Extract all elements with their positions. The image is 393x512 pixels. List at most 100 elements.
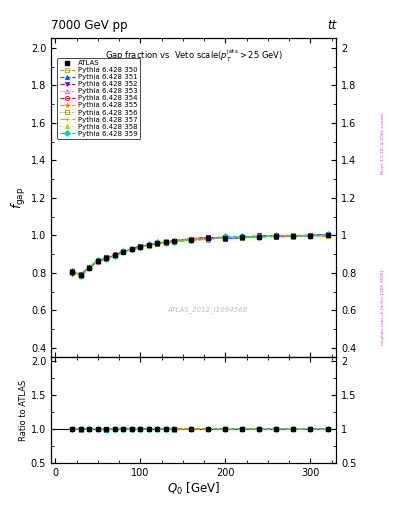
Pythia 6.428 351 — [95, 258, 100, 264]
Pythia 6.428 352 — [112, 252, 117, 259]
Pythia 6.428 352 — [147, 242, 151, 248]
Pythia 6.428 354 — [163, 240, 168, 246]
Pythia 6.428 357 — [147, 242, 151, 248]
Pythia 6.428 359 — [189, 238, 194, 244]
Pythia 6.428 356 — [206, 237, 211, 243]
Pythia 6.428 354 — [189, 236, 194, 242]
Pythia 6.428 358 — [223, 234, 228, 241]
Pythia 6.428 356 — [130, 246, 134, 252]
Pythia 6.428 354 — [79, 272, 83, 279]
Pythia 6.428 358 — [325, 232, 330, 239]
Pythia 6.428 353 — [112, 253, 117, 259]
Y-axis label: $f_\mathsf{gap}$: $f_\mathsf{gap}$ — [10, 186, 28, 209]
Pythia 6.428 354 — [70, 269, 75, 275]
Pythia 6.428 350 — [121, 249, 126, 255]
Pythia 6.428 350 — [257, 234, 262, 240]
Line: Pythia 6.428 356: Pythia 6.428 356 — [70, 232, 330, 276]
Pythia 6.428 359 — [308, 233, 313, 239]
Pythia 6.428 354 — [223, 234, 228, 241]
Pythia 6.428 356 — [121, 248, 126, 254]
Pythia 6.428 351 — [325, 231, 330, 238]
Pythia 6.428 354 — [147, 242, 151, 248]
Pythia 6.428 354 — [274, 233, 279, 239]
Pythia 6.428 351 — [87, 264, 92, 270]
Pythia 6.428 358 — [155, 240, 160, 246]
Pythia 6.428 354 — [308, 232, 313, 239]
Pythia 6.428 353 — [121, 249, 126, 255]
Pythia 6.428 353 — [291, 233, 296, 240]
Pythia 6.428 351 — [147, 242, 151, 248]
Pythia 6.428 350 — [155, 240, 160, 246]
Pythia 6.428 356 — [308, 233, 313, 239]
Pythia 6.428 359 — [274, 232, 279, 239]
Pythia 6.428 357 — [138, 244, 143, 250]
Pythia 6.428 355 — [172, 239, 177, 245]
Pythia 6.428 351 — [163, 239, 168, 245]
Pythia 6.428 355 — [87, 265, 92, 271]
Pythia 6.428 358 — [70, 269, 75, 275]
Pythia 6.428 352 — [240, 234, 245, 241]
Pythia 6.428 356 — [172, 238, 177, 244]
X-axis label: $Q_0$ [GeV]: $Q_0$ [GeV] — [167, 481, 220, 497]
Pythia 6.428 353 — [147, 241, 151, 247]
Pythia 6.428 356 — [291, 233, 296, 240]
Pythia 6.428 359 — [240, 233, 245, 240]
Text: tt: tt — [327, 19, 336, 32]
Line: Pythia 6.428 357: Pythia 6.428 357 — [70, 233, 330, 276]
Pythia 6.428 350 — [70, 268, 75, 274]
Pythia 6.428 353 — [240, 234, 245, 240]
Pythia 6.428 355 — [104, 255, 109, 261]
Line: Pythia 6.428 355: Pythia 6.428 355 — [70, 233, 330, 278]
Pythia 6.428 353 — [325, 232, 330, 239]
Pythia 6.428 351 — [138, 243, 143, 249]
Pythia 6.428 357 — [155, 239, 160, 245]
Pythia 6.428 353 — [79, 273, 83, 279]
Pythia 6.428 350 — [240, 233, 245, 240]
Pythia 6.428 355 — [138, 244, 143, 250]
Pythia 6.428 354 — [240, 234, 245, 241]
Pythia 6.428 358 — [206, 236, 211, 242]
Pythia 6.428 355 — [130, 247, 134, 253]
Pythia 6.428 350 — [206, 234, 211, 241]
Pythia 6.428 355 — [112, 252, 117, 259]
Pythia 6.428 354 — [112, 251, 117, 257]
Pythia 6.428 351 — [112, 252, 117, 258]
Pythia 6.428 355 — [79, 272, 83, 279]
Pythia 6.428 359 — [79, 272, 83, 279]
Pythia 6.428 353 — [257, 234, 262, 241]
Pythia 6.428 357 — [325, 233, 330, 239]
Pythia 6.428 358 — [130, 246, 134, 252]
Line: Pythia 6.428 359: Pythia 6.428 359 — [70, 232, 330, 278]
Legend: ATLAS, Pythia 6.428 350, Pythia 6.428 351, Pythia 6.428 352, Pythia 6.428 353, P: ATLAS, Pythia 6.428 350, Pythia 6.428 35… — [57, 58, 140, 139]
Pythia 6.428 350 — [112, 253, 117, 259]
Pythia 6.428 359 — [130, 246, 134, 252]
Pythia 6.428 357 — [223, 235, 228, 241]
Pythia 6.428 357 — [70, 269, 75, 275]
Pythia 6.428 352 — [325, 232, 330, 238]
Pythia 6.428 358 — [87, 263, 92, 269]
Pythia 6.428 354 — [325, 232, 330, 239]
Pythia 6.428 351 — [291, 233, 296, 240]
Pythia 6.428 351 — [155, 241, 160, 247]
Pythia 6.428 359 — [95, 258, 100, 264]
Text: Rivet 3.1.10, ≥ 100k events: Rivet 3.1.10, ≥ 100k events — [381, 113, 385, 174]
Pythia 6.428 359 — [121, 248, 126, 254]
Line: Pythia 6.428 358: Pythia 6.428 358 — [70, 233, 330, 278]
Pythia 6.428 356 — [79, 271, 83, 277]
Pythia 6.428 355 — [147, 242, 151, 248]
Pythia 6.428 355 — [308, 232, 313, 239]
Pythia 6.428 350 — [95, 258, 100, 264]
Pythia 6.428 358 — [79, 273, 83, 279]
Pythia 6.428 359 — [206, 236, 211, 242]
Pythia 6.428 355 — [325, 233, 330, 240]
Pythia 6.428 351 — [189, 236, 194, 242]
Pythia 6.428 355 — [163, 238, 168, 244]
Pythia 6.428 353 — [274, 232, 279, 239]
Pythia 6.428 359 — [325, 231, 330, 238]
Pythia 6.428 358 — [291, 232, 296, 238]
Pythia 6.428 355 — [240, 234, 245, 241]
Pythia 6.428 355 — [70, 269, 75, 275]
Pythia 6.428 357 — [240, 233, 245, 240]
Pythia 6.428 359 — [138, 244, 143, 250]
Pythia 6.428 357 — [79, 271, 83, 278]
